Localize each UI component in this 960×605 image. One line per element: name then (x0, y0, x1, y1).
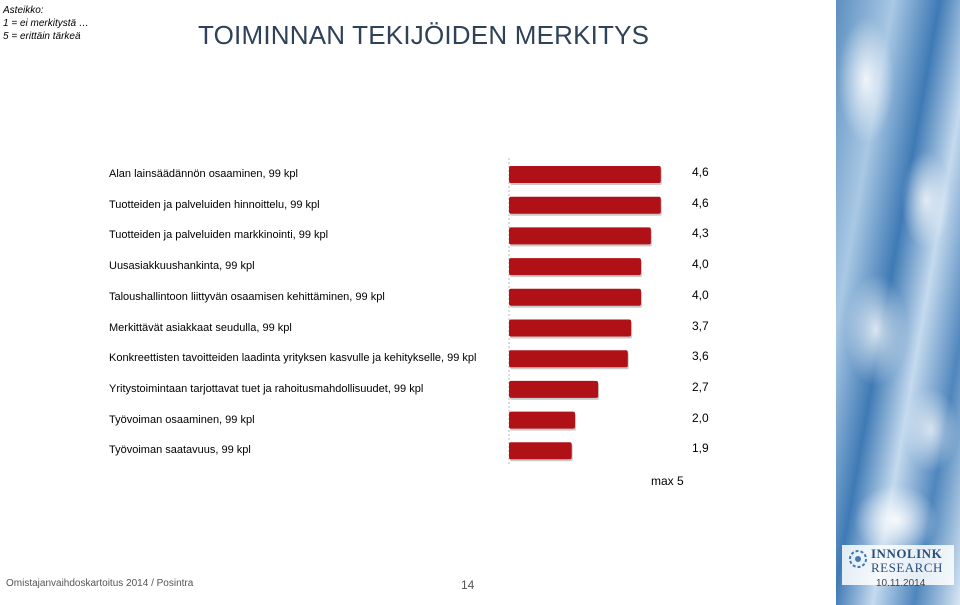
category-label: Taloushallintoon liittyvän osaamisen keh… (109, 290, 385, 303)
page-number: 14 (461, 578, 475, 592)
category-label: Merkittävät asiakkaat seudulla, 99 kpl (109, 321, 292, 334)
scale-note-line: 1 = ei merkitystä … (3, 18, 89, 29)
bar (509, 350, 628, 368)
logo-icon (849, 550, 867, 568)
logo-text-research: RESEARCH (871, 560, 943, 575)
bar (509, 227, 651, 245)
value-label: 1,9 (692, 441, 709, 456)
bar (509, 380, 599, 398)
value-label: 4,6 (692, 195, 709, 210)
logo-text-innolink: INNOLINK (871, 546, 943, 561)
category-label: Tuotteiden ja palveluiden hinnoittelu, 9… (109, 198, 320, 211)
value-label: 4,0 (692, 257, 709, 272)
category-label: Konkreettisten tavoitteiden laadinta yri… (109, 352, 477, 365)
footer-date: 10.11.2014 (876, 578, 926, 589)
scale-note: Asteikko: 1 = ei merkitystä … 5 = erittä… (3, 4, 89, 43)
value-label: 3,7 (692, 318, 709, 333)
scale-note-line: 5 = erittäin tärkeä (3, 31, 81, 42)
value-label: 4,6 (692, 165, 709, 179)
category-label: Alan lainsäädännön osaaminen, 99 kpl (109, 168, 298, 180)
bar (509, 411, 575, 429)
value-label: 2,7 (692, 379, 709, 394)
bar (509, 288, 641, 306)
bar (509, 258, 641, 276)
bar (509, 166, 661, 183)
scale-note-line: Asteikko: (3, 5, 44, 16)
value-label: 3,6 (692, 349, 709, 364)
axis-max-label: max 5 (651, 474, 684, 488)
decorative-side-image (836, 0, 960, 605)
category-label: Työvoiman osaaminen, 99 kpl (109, 413, 255, 426)
page-title: TOIMINNAN TEKIJÖIDEN MERKITYS (198, 20, 650, 50)
bar (509, 442, 572, 460)
bar (509, 196, 661, 214)
category-label: Uusasiakkuushankinta, 99 kpl (109, 260, 255, 273)
value-label: 4,0 (692, 287, 709, 302)
value-label: 2,0 (692, 410, 709, 425)
category-label: Työvoiman saatavuus, 99 kpl (109, 444, 251, 457)
value-label: 4,3 (692, 226, 709, 241)
bar (509, 319, 632, 337)
footer-source: Omistajanvaihdoskartoitus 2014 / Posintr… (6, 578, 194, 589)
category-label: Tuotteiden ja palveluiden markkinointi, … (109, 229, 329, 242)
category-label: Yritystoimintaan tarjottavat tuet ja rah… (109, 382, 424, 395)
